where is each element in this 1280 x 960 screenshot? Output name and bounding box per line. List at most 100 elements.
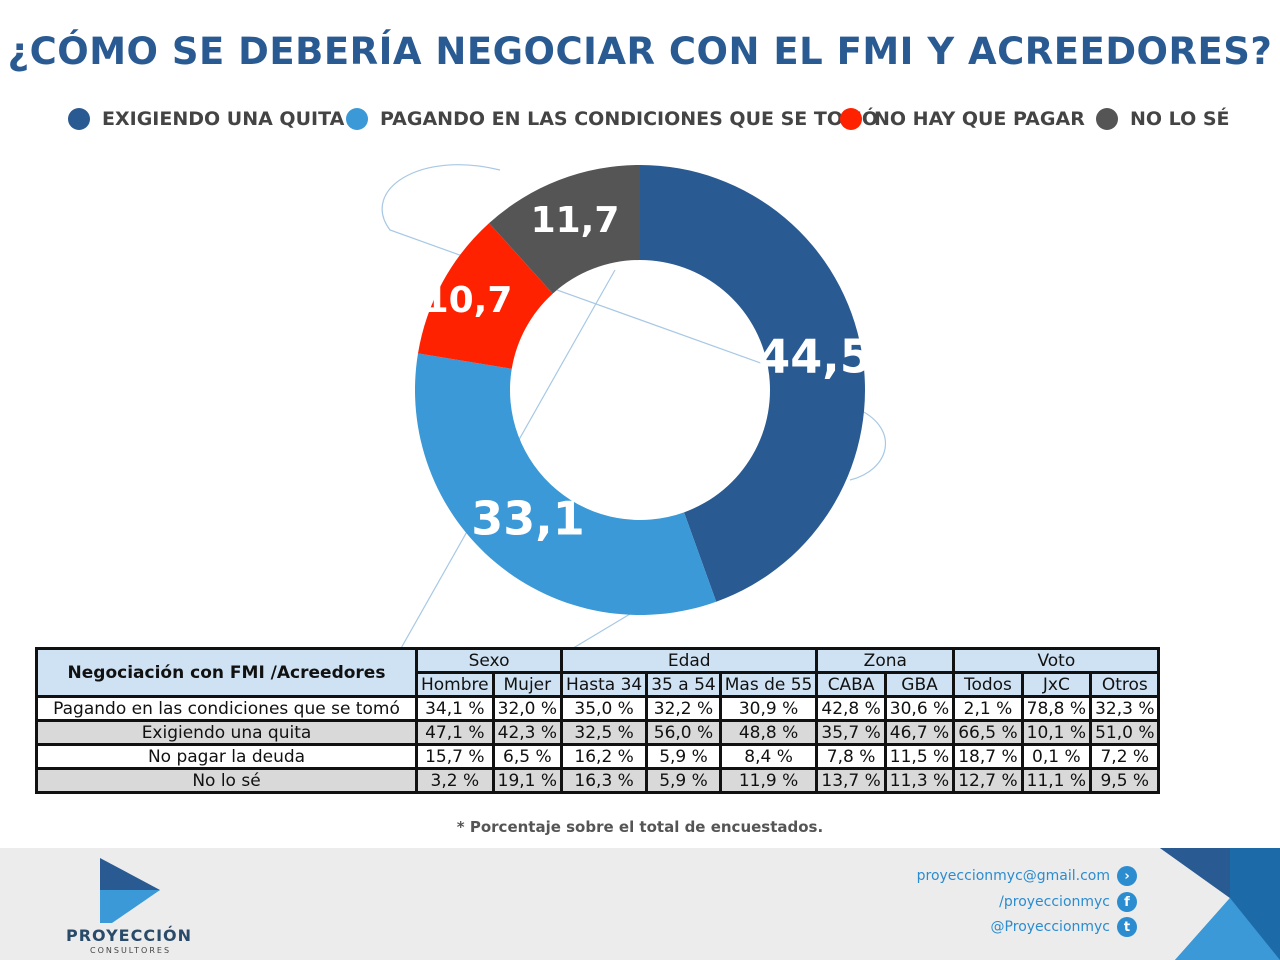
- table-cell: 46,7 %: [883, 719, 956, 746]
- table-cell: 34,1 %: [415, 695, 495, 722]
- table-cell: 30,6 %: [883, 695, 956, 722]
- group-header: Sexo: [414, 647, 564, 674]
- table-cell: 42,3 %: [491, 719, 564, 746]
- legend-item: PAGANDO EN LAS CONDICIONES QUE SE TOMÓ: [346, 108, 878, 130]
- twitter-icon: t: [1117, 917, 1137, 937]
- legend-item: EXIGIENDO UNA QUITA: [68, 108, 344, 130]
- table-cell: 13,7 %: [815, 767, 887, 794]
- table-cell: 5,9 %: [645, 743, 722, 770]
- table-cell: 30,9 %: [718, 695, 819, 722]
- facebook-text[interactable]: /proyeccionmyc: [999, 894, 1110, 910]
- logo-name: PROYECCIÓN: [66, 926, 193, 945]
- legend-label: NO HAY QUE PAGAR: [874, 108, 1085, 130]
- table-cell: 10,1 %: [1020, 719, 1093, 746]
- table-cell: 0,1 %: [1020, 743, 1093, 770]
- table-cell: 32,3 %: [1089, 695, 1161, 722]
- table-row: Exigiendo una quita 47,1 % 42,3 % 32,5 % 56,…: [35, 719, 1161, 746]
- table-cell: 5,9 %: [645, 767, 722, 794]
- column-header: CABA: [815, 671, 887, 698]
- twitter-contact[interactable]: @Proyeccionmyc t: [991, 917, 1137, 937]
- table-title: Negociación con FMI /Acreedores: [35, 647, 418, 698]
- table-cell: 47,1 %: [415, 719, 495, 746]
- table-cell: 11,5 %: [883, 743, 956, 770]
- column-header: Mujer: [491, 671, 564, 698]
- arrow-icon: ›: [1117, 866, 1137, 886]
- results-table: Negociación con FMI /Acreedores Sexo Eda…: [35, 647, 1161, 794]
- table-cell: 48,8 %: [718, 719, 819, 746]
- legend-item: NO LO SÉ: [1096, 108, 1230, 130]
- group-header: Zona: [815, 647, 956, 674]
- legend-swatch: [68, 108, 90, 130]
- page-title: ¿CÓMO SE DEBERÍA NEGOCIAR CON EL FMI Y A…: [7, 30, 1273, 73]
- table-cell: 11,3 %: [883, 767, 956, 794]
- donut-slice: [417, 223, 553, 369]
- legend-item: NO HAY QUE PAGAR: [840, 108, 1085, 130]
- donut-chart: 44,5 33,1 10,7 11,7: [381, 164, 887, 650]
- chart-legend: EXIGIENDO UNA QUITA PAGANDO EN LAS CONDI…: [0, 108, 1280, 138]
- group-header: Edad: [560, 647, 819, 674]
- footer: PROYECCIÓN CONSULTORES proyeccionmyc@gma…: [0, 848, 1280, 960]
- data-label: 10,7: [424, 280, 513, 321]
- table-cell: 35,7 %: [815, 719, 887, 746]
- table-cell: 32,2 %: [645, 695, 722, 722]
- email-contact[interactable]: proyeccionmyc@gmail.com ›: [917, 866, 1137, 886]
- table-cell: 8,4 %: [718, 743, 819, 770]
- table-cell: 32,0 %: [491, 695, 564, 722]
- column-header: Mas de 55: [718, 671, 819, 698]
- data-label: 11,7: [531, 200, 620, 241]
- table-cell: 2,1 %: [952, 695, 1024, 722]
- table-cell: 15,7 %: [415, 743, 495, 770]
- twitter-text[interactable]: @Proyeccionmyc: [990, 919, 1110, 935]
- legend-swatch: [346, 108, 368, 130]
- row-label: No lo sé: [35, 767, 418, 794]
- row-label: Pagando en las condiciones que se tomó: [35, 695, 418, 722]
- table-cell: 16,3 %: [560, 767, 649, 794]
- column-header: 35 a 54: [645, 671, 722, 698]
- column-header: Todos: [952, 671, 1024, 698]
- legend-label: EXIGIENDO UNA QUITA: [102, 108, 345, 130]
- group-header: Voto: [952, 647, 1161, 674]
- donut-slice: [414, 353, 717, 615]
- table-cell: 6,5 %: [491, 743, 564, 770]
- table-cell: 12,7 %: [952, 767, 1024, 794]
- table-cell: 11,1 %: [1020, 767, 1093, 794]
- column-header: JxC: [1020, 671, 1093, 698]
- column-header: GBA: [883, 671, 956, 698]
- donut-slice: [640, 165, 865, 602]
- legend-swatch: [840, 108, 862, 130]
- table-row: Pagando en las condiciones que se tomó 34…: [35, 695, 1161, 722]
- table-cell: 51,0 %: [1089, 719, 1161, 746]
- row-label: Exigiendo una quita: [35, 719, 418, 746]
- table-row: No lo sé 3,2 % 19,1 % 16,3 % 5,9 % 11,9 % 13,7…: [35, 767, 1161, 794]
- table-row: No pagar la deuda 15,7 % 6,5 % 16,2 % 5,9 % 8…: [35, 743, 1161, 770]
- legend-label: NO LO SÉ: [1130, 108, 1230, 130]
- legend-label: PAGANDO EN LAS CONDICIONES QUE SE TOMÓ: [380, 108, 879, 130]
- data-label: 44,5: [758, 330, 872, 384]
- table-cell: 78,8 %: [1020, 695, 1093, 722]
- legend-swatch: [1096, 108, 1118, 130]
- column-header: Hasta 34: [560, 671, 649, 698]
- table-cell: 32,5 %: [560, 719, 649, 746]
- logo-subtitle: CONSULTORES: [90, 946, 172, 955]
- column-header: Otros: [1089, 671, 1161, 698]
- table-cell: 9,5 %: [1089, 767, 1161, 794]
- table-cell: 7,2 %: [1089, 743, 1161, 770]
- footnote: * Porcentaje sobre el total de encuestad…: [456, 818, 824, 836]
- email-text[interactable]: proyeccionmyc@gmail.com: [916, 868, 1110, 884]
- table-cell: 18,7 %: [952, 743, 1024, 770]
- donut-slice: [489, 165, 640, 294]
- table-cell: 19,1 %: [491, 767, 564, 794]
- facebook-contact[interactable]: /proyeccionmyc f: [999, 892, 1137, 912]
- table-cell: 56,0 %: [645, 719, 722, 746]
- table-cell: 3,2 %: [415, 767, 495, 794]
- data-label: 33,1: [471, 492, 585, 546]
- column-header: Hombre: [415, 671, 495, 698]
- table-cell: 42,8 %: [815, 695, 887, 722]
- table-cell: 35,0 %: [560, 695, 649, 722]
- table-cell: 11,9 %: [718, 767, 819, 794]
- row-label: No pagar la deuda: [35, 743, 418, 770]
- table-cell: 16,2 %: [560, 743, 649, 770]
- table-cell: 7,8 %: [815, 743, 887, 770]
- table-cell: 66,5 %: [952, 719, 1024, 746]
- footer-graphics: [100, 848, 1280, 960]
